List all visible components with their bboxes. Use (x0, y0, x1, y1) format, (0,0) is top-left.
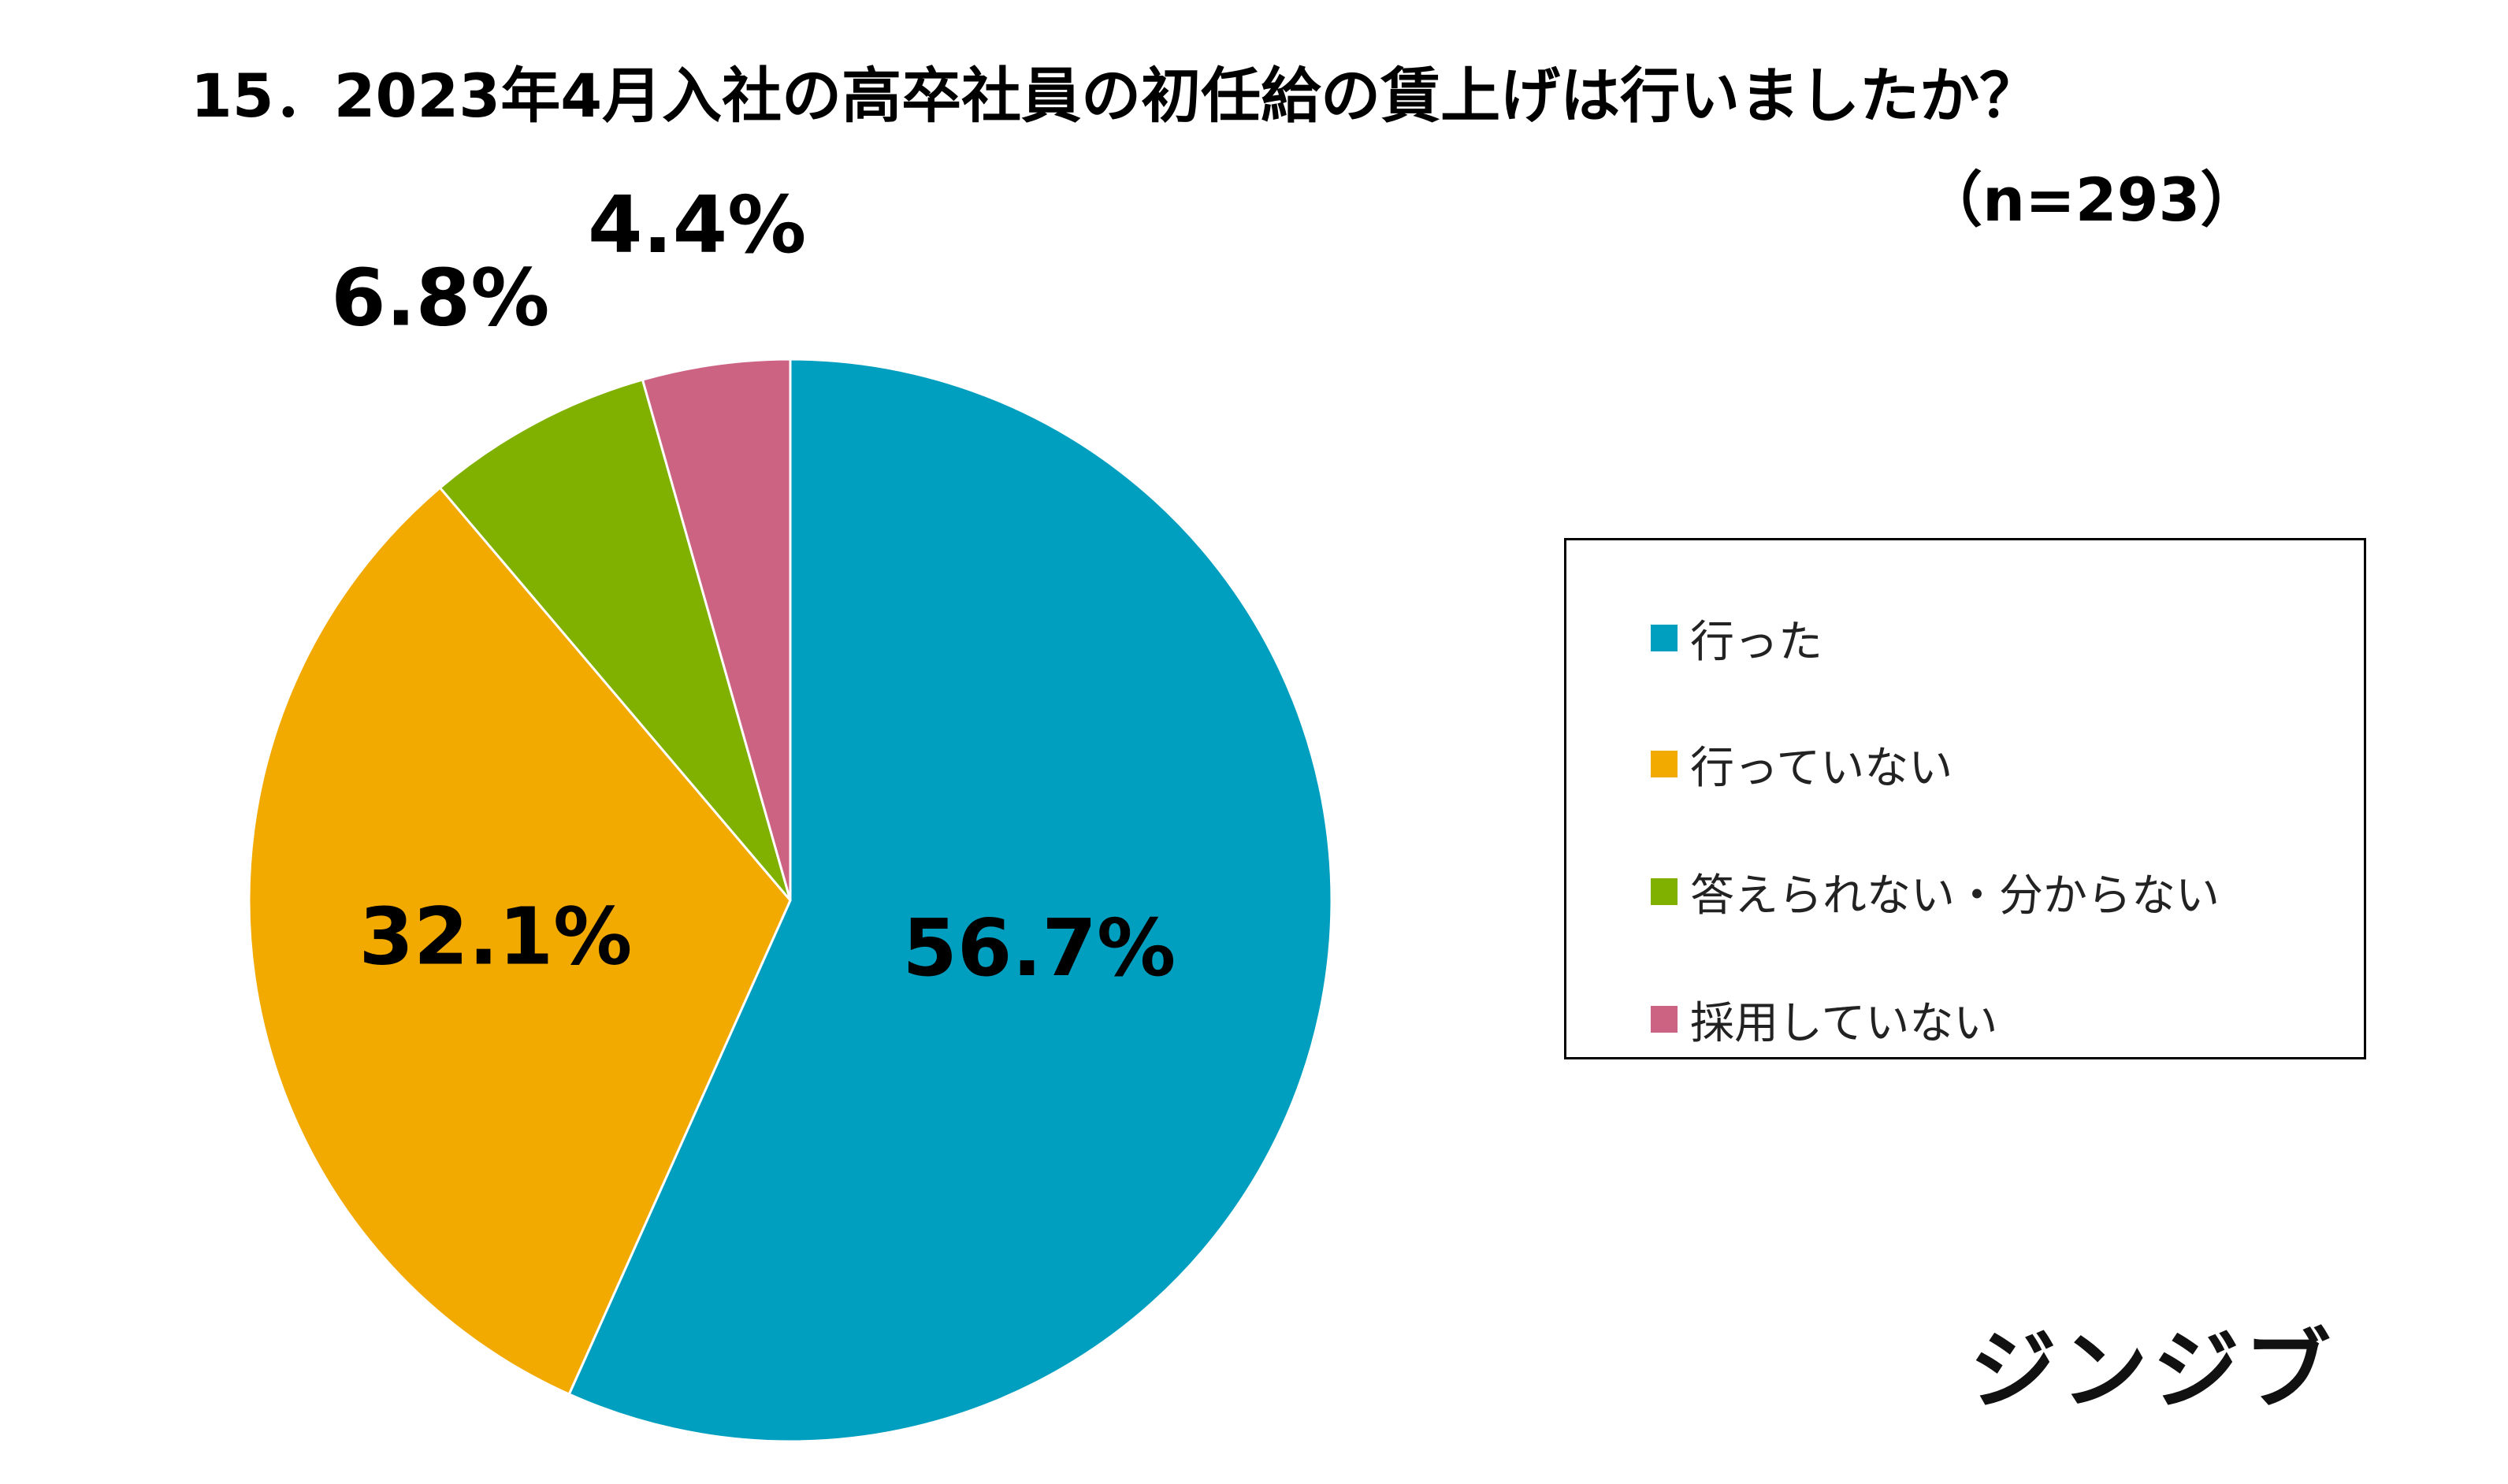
legend-swatch-1 (1651, 751, 1678, 777)
legend-label-1: 行っていない (1690, 742, 1953, 794)
pie-slice-label-3: 4.4% (588, 179, 806, 271)
legend-label-2: 答えられない・分からない (1690, 870, 2220, 922)
legend-swatch-2 (1651, 878, 1678, 905)
pie-slice-label-0: 56.7% (902, 902, 1176, 994)
chart-title: 15．2023年4月入社の高卒社員の初任給の賃上げは行いましたか？ (190, 61, 2040, 131)
legend-swatch-3 (1651, 1006, 1678, 1033)
legend-label-0: 行った (1690, 616, 1822, 668)
pie-slice-0 (567, 358, 1333, 1443)
legend-item-0: 行った (1651, 607, 1822, 670)
legend-label-3: 採用していない (1690, 997, 1998, 1049)
legend-item-1: 行っていない (1651, 733, 1953, 796)
pie-slice-1 (247, 486, 792, 1397)
legend-swatch-0 (1651, 625, 1678, 651)
pie-slice-label-1: 32.1% (359, 891, 632, 983)
pie-slice-label-2: 6.8% (331, 252, 549, 344)
chart-subtitle: （n=293） (1923, 165, 2261, 235)
legend: 行った 行っていない 答えられない・分からない 採用していない (1564, 538, 2366, 1059)
legend-item-2: 答えられない・分からない (1651, 860, 2220, 923)
legend-item-3: 採用していない (1651, 988, 1997, 1051)
pie-slice-3 (641, 358, 792, 901)
brand-logo: ジンジブ (1970, 1320, 2335, 1421)
pie-slice-2 (438, 378, 792, 901)
